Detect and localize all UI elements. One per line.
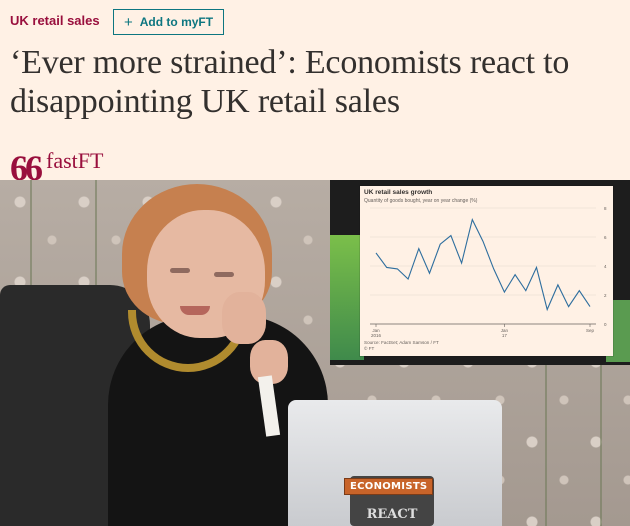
article-headline[interactable]: ‘Ever more strained’: Economists react t… [10,44,570,120]
retail-sales-chart: UK retail sales growth Quantity of goods… [360,186,613,356]
economists-sticker: ECONOMISTS [344,478,434,495]
x-tick-label: Jan [501,328,509,333]
x-tick-sublabel: 2016 [371,333,382,338]
x-tick-sublabel: 17 [502,333,508,338]
y-tick-label: 0 [604,322,607,327]
chart-source: Source: FactSet; Adam Samson / FT © FT [364,340,439,352]
chart-title: UK retail sales growth [364,189,433,196]
cartoon-figure [330,235,364,360]
y-tick-label: 2 [604,293,607,298]
x-tick-label: Sep [586,328,595,333]
y-tick-label: 8 [604,206,607,211]
add-to-myft-label: Add to myFT [139,15,214,29]
fastft-brand[interactable]: 66 fastFT [10,143,104,186]
chart-source-text: Source: FactSet; Adam Samson / FT [364,340,439,345]
person-hand [222,292,266,344]
add-to-myft-button[interactable]: + Add to myFT [113,9,225,35]
y-tick-label: 4 [604,264,607,269]
chart-credit: © FT [364,346,375,351]
series-line [375,218,591,312]
x-tick-label: Jan [372,328,380,333]
y-tick-label: 6 [604,235,607,240]
person-eye [214,272,234,277]
plus-icon: + [124,13,133,31]
chart-subtitle: Quantity of goods bought, year on year c… [364,198,478,204]
person-eye [170,268,190,273]
fastft-label: fastFT [46,148,104,173]
topic-link[interactable]: UK retail sales [10,13,100,28]
